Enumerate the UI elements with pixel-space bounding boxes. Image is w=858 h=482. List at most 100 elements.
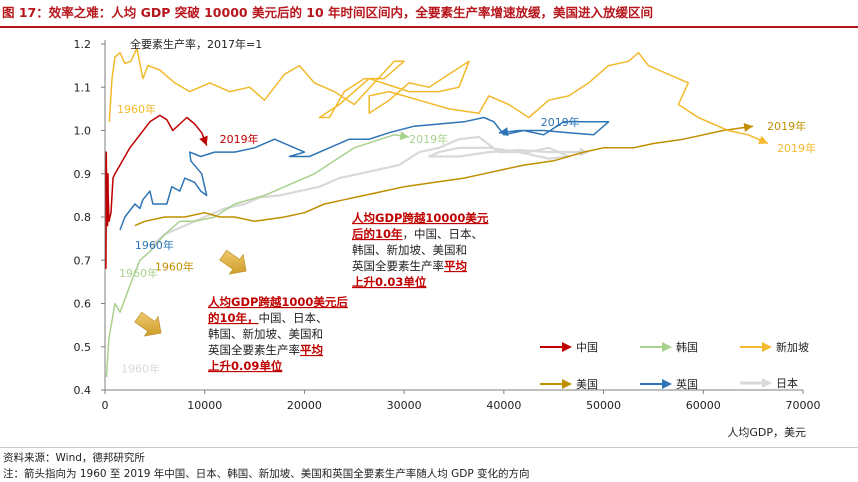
note-text: 注：箭头指向为 1960 至 2019 年中国、日本、韩国、新加坡、美国和英国全… xyxy=(3,468,530,480)
legend-item-新加坡: 新加坡 xyxy=(740,340,809,354)
x-tick-label: 60000 xyxy=(686,399,721,412)
annotation-line: 后的10年，中国、日本、 xyxy=(352,227,483,241)
point-label: 1960年 xyxy=(155,260,194,274)
legend-label: 美国 xyxy=(576,378,598,391)
annotation-segment: ，中国、日本、 xyxy=(403,227,484,241)
series-end-arrow xyxy=(743,123,754,132)
annotation-line: 的10年，中国、日本、 xyxy=(208,311,328,325)
trend-arrow-upper xyxy=(219,249,247,275)
legend-item-美国: 美国 xyxy=(540,378,598,391)
y-tick-label: 0.7 xyxy=(74,254,92,267)
annotation-segment: 韩国、新加坡、美国和 xyxy=(352,243,467,257)
series-end-arrow xyxy=(199,135,208,146)
annotation-highlight: 上升0.09单位 xyxy=(208,359,283,373)
source-text: 资料来源：Wind，德邦研究所 xyxy=(3,452,145,464)
legend-item-韩国: 韩国 xyxy=(640,340,698,354)
title-rule xyxy=(0,26,858,28)
annotation-line: 韩国、新加坡、美国和 xyxy=(208,327,323,341)
point-label: 2019年 xyxy=(767,119,806,133)
point-label: 2019年 xyxy=(409,132,448,146)
legend-item-英国: 英国 xyxy=(640,377,698,391)
series-line xyxy=(119,116,610,231)
annotation-line: 英国全要素生产率平均 xyxy=(352,259,467,273)
x-tick-label: 0 xyxy=(102,399,109,412)
series-end-arrow xyxy=(498,127,509,137)
legend-label: 英国 xyxy=(676,377,698,391)
series-英国 xyxy=(119,116,610,231)
legend-label: 日本 xyxy=(776,376,798,390)
legend-arrow xyxy=(662,342,672,352)
annotation-line: 上升0.09单位 xyxy=(208,359,283,373)
trend-arrow-lower xyxy=(134,311,162,337)
annotation-highlight: 人均GDP跨越10000美元 xyxy=(352,211,489,225)
point-label: 1960年 xyxy=(135,238,174,252)
anno-10000-text: 人均GDP跨越10000美元后的10年，中国、日本、韩国、新加坡、美国和英国全要… xyxy=(352,211,489,289)
point-label: 2019年 xyxy=(541,115,580,129)
annotation-line: 人均GDP跨越10000美元 xyxy=(352,211,489,225)
annotation-line: 人均GDP跨越1000美元后 xyxy=(208,295,348,309)
y-tick-label: 0.6 xyxy=(74,298,92,311)
x-tick-label: 20000 xyxy=(287,399,322,412)
y-axis-label: 全要素生产率，2017年=1 xyxy=(130,37,262,51)
point-label: 2019年 xyxy=(777,141,816,155)
series-line xyxy=(108,47,769,145)
y-tick-label: 0.4 xyxy=(74,384,92,397)
legend-item-日本: 日本 xyxy=(740,376,798,390)
point-label: 2019年 xyxy=(220,132,259,146)
x-tick-label: 40000 xyxy=(486,399,521,412)
annotation-segment: 英国全要素生产率 xyxy=(352,259,444,273)
annotation-highlight: 平均 xyxy=(444,259,467,273)
x-tick-label: 10000 xyxy=(187,399,222,412)
annotation-highlight: 平均 xyxy=(300,343,323,357)
point-label: 1960年 xyxy=(119,266,158,280)
y-tick-label: 0.5 xyxy=(74,341,92,354)
annotation-line: 韩国、新加坡、美国和 xyxy=(352,243,467,257)
series-韩国 xyxy=(105,131,410,378)
y-tick-label: 0.8 xyxy=(74,211,92,224)
legend-arrow xyxy=(762,342,772,352)
y-tick-label: 1.1 xyxy=(74,81,92,94)
legend-label: 韩国 xyxy=(676,340,698,354)
series-line xyxy=(105,134,410,378)
series-美国 xyxy=(134,123,754,227)
series-end-arrow xyxy=(758,135,769,144)
legend-label: 新加坡 xyxy=(776,340,809,354)
annotation-segment: 中国、日本、 xyxy=(259,311,328,325)
tfp-gdp-chart: 0.4 0.5 0.6 0.7 0.8 0.9 1.0 1.1 1.2 0 10000 20000 30… xyxy=(74,37,821,439)
x-tick-label: 30000 xyxy=(387,399,422,412)
legend-arrow xyxy=(562,342,572,352)
annotation-segment: 韩国、新加坡、美国和 xyxy=(208,327,323,341)
axes: 0.4 0.5 0.6 0.7 0.8 0.9 1.0 1.1 1.2 0 10000 20000 30… xyxy=(74,38,821,412)
series-end-arrow xyxy=(399,131,410,141)
series-中国 xyxy=(105,114,208,269)
annotations: 人均GDP跨越10000美元后的10年，中国、日本、韩国、新加坡、美国和英国全要… xyxy=(134,211,489,373)
point-label: 1960年 xyxy=(121,361,160,375)
legend-arrow xyxy=(762,378,772,388)
y-tick-label: 1.2 xyxy=(74,38,92,51)
point-label: 1960年 xyxy=(117,102,156,116)
series-lines xyxy=(105,47,769,378)
annotation-line: 英国全要素生产率平均 xyxy=(208,343,323,357)
annotation-highlight: 人均GDP跨越1000美元后 xyxy=(208,295,348,309)
legend-arrow xyxy=(662,379,672,389)
series-line xyxy=(105,114,208,269)
annotation-highlight: 的10年， xyxy=(208,311,259,325)
annotation-segment: 英国全要素生产率 xyxy=(208,343,300,357)
series-line xyxy=(149,135,589,249)
x-tick-label: 70000 xyxy=(786,399,821,412)
y-tick-label: 1.0 xyxy=(74,125,92,138)
series-line xyxy=(134,125,754,227)
source-rule xyxy=(0,447,858,448)
y-tick-label: 0.9 xyxy=(74,168,92,181)
x-axis-label: 人均GDP，美元 xyxy=(727,426,806,439)
x-tick-label: 50000 xyxy=(586,399,621,412)
annotation-highlight: 上升0.03单位 xyxy=(352,275,427,289)
series-新加坡 xyxy=(108,47,769,145)
anno-1000-text: 人均GDP跨越1000美元后的10年，中国、日本、韩国、新加坡、美国和英国全要素… xyxy=(208,295,348,373)
annotation-line: 上升0.03单位 xyxy=(352,275,427,289)
annotation-highlight: 后的10年 xyxy=(352,227,403,241)
legend-item-中国: 中国 xyxy=(540,341,598,354)
legend-label: 中国 xyxy=(576,341,598,354)
